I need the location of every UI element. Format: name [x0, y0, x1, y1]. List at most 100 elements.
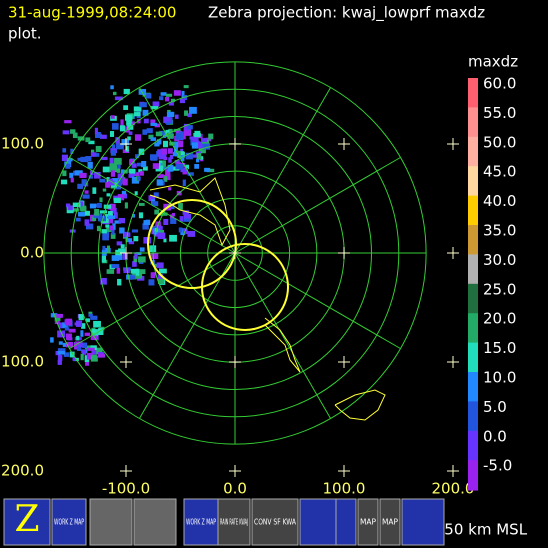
echo-cell	[57, 350, 65, 355]
echo-cell	[58, 322, 63, 329]
echo-cell	[93, 213, 101, 218]
colorbar-swatch	[468, 342, 478, 373]
echo-cell	[187, 172, 194, 176]
echo-cell	[120, 169, 125, 174]
toolbar-icon[interactable]	[89, 498, 133, 546]
echo-cell	[88, 311, 93, 316]
colorbar-label: 5.0	[483, 398, 507, 416]
toolbar-icon[interactable]	[133, 498, 177, 546]
echo-cell	[160, 131, 169, 135]
echo-cell	[131, 229, 139, 233]
echo-cell	[102, 188, 107, 192]
echo-cell	[153, 263, 159, 267]
echo-cell	[78, 314, 84, 321]
echo-cell	[200, 138, 208, 142]
echo-cell	[92, 216, 97, 222]
echo-cell	[109, 203, 116, 211]
echo-cell	[138, 148, 145, 155]
echo-cell	[181, 90, 185, 98]
echo-cell	[164, 176, 168, 182]
echo-cell	[128, 131, 133, 135]
echo-cell	[111, 229, 115, 235]
toolbar-button[interactable]	[217, 498, 251, 546]
echo-cell	[85, 156, 92, 162]
echo-cell	[65, 163, 71, 169]
x-tick-label: 0.0	[223, 480, 247, 498]
echo-cell	[139, 102, 147, 108]
echo-cell	[187, 113, 192, 118]
echo-cell	[174, 141, 179, 148]
echo-cell	[148, 195, 156, 202]
echo-cell	[95, 347, 103, 355]
echo-cell	[96, 225, 101, 232]
echo-cell	[84, 190, 89, 194]
echo-cell	[156, 262, 164, 269]
echo-cell	[58, 341, 63, 345]
toolbar-icon[interactable]	[401, 498, 445, 546]
echo-cell	[70, 177, 74, 183]
echo-cell	[121, 139, 129, 146]
echo-cell	[113, 197, 121, 204]
toolbar-icon[interactable]	[299, 498, 343, 546]
echo-cell	[111, 144, 116, 149]
echo-cell	[191, 138, 199, 142]
echo-cell	[163, 218, 169, 226]
echo-cell	[158, 229, 165, 235]
toolbar-icon[interactable]	[335, 498, 357, 546]
echo-cell	[114, 220, 121, 224]
altitude: 0.50 km MSL	[430, 521, 528, 539]
echo-cell	[178, 227, 183, 233]
echo-cell	[82, 349, 87, 355]
echo-cell	[69, 351, 75, 358]
echo-cell	[130, 268, 139, 274]
echo-cell	[79, 172, 86, 178]
colorbar-swatch	[468, 283, 478, 315]
echo-cell	[100, 277, 107, 285]
echo-cell	[87, 161, 93, 169]
echo-cell	[127, 136, 131, 141]
echo-cell	[77, 157, 83, 161]
colorbar-swatch	[468, 254, 478, 285]
echo-cell	[177, 140, 184, 148]
echo-cell	[205, 137, 212, 142]
echo-cell	[187, 230, 196, 237]
echo-cell	[92, 354, 97, 361]
y-tick-label: 0.0	[20, 244, 44, 262]
echo-cell	[133, 106, 142, 112]
toolbar-button[interactable]	[251, 498, 299, 546]
echo-cell	[166, 121, 170, 125]
echo-cell	[129, 168, 136, 174]
grid-cross	[447, 356, 459, 368]
echo-cell	[65, 333, 72, 340]
colorbar-swatch	[468, 78, 478, 109]
grid-cross	[229, 247, 241, 259]
echo-cell	[119, 227, 125, 234]
colorbar-swatch	[468, 401, 478, 432]
echo-cell	[182, 179, 186, 187]
echo-cell	[90, 335, 98, 341]
range-ring	[43, 61, 427, 445]
echo-cell	[134, 252, 138, 259]
echo-cell	[163, 116, 171, 124]
zebra-button[interactable]	[3, 498, 51, 546]
toolbar-button[interactable]	[183, 498, 219, 546]
echo-cell	[128, 241, 135, 245]
radial	[234, 87, 331, 254]
toolbar-button[interactable]	[379, 498, 401, 546]
echo-cell	[191, 142, 198, 149]
radial	[69, 157, 236, 254]
toolbar-button[interactable]	[51, 498, 87, 546]
grid-cross	[447, 465, 459, 477]
echo-cell	[167, 148, 173, 154]
zebra-logo: Z	[14, 499, 39, 540]
echo-cell	[183, 129, 192, 136]
echo-cell	[63, 352, 69, 357]
echo-cell	[106, 193, 111, 197]
y-tick-label: 100.0	[1, 135, 44, 153]
echo-cell	[150, 272, 156, 278]
echo-cell	[154, 123, 161, 128]
echo-cell	[169, 234, 177, 242]
echo-cell	[206, 168, 215, 173]
echo-cell	[168, 157, 172, 163]
toolbar-button[interactable]	[357, 498, 379, 546]
